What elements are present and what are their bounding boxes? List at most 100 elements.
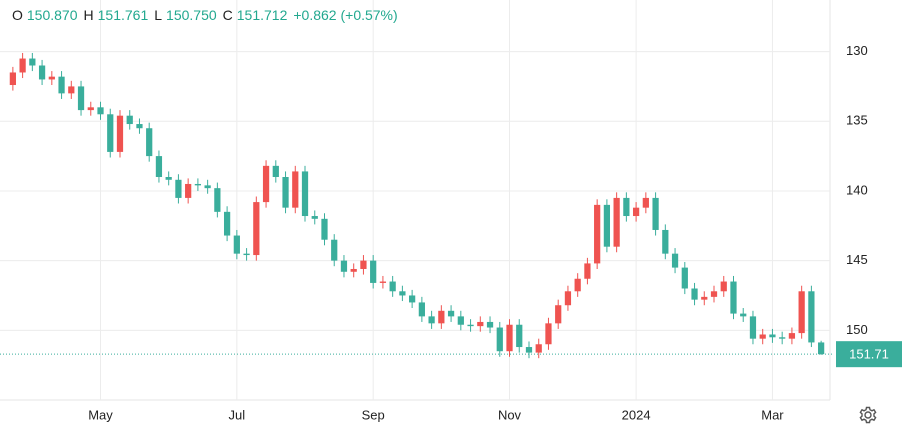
candle-body (233, 235, 240, 254)
candle-body (486, 321, 494, 328)
candle-body (710, 291, 718, 297)
candle-body (798, 291, 805, 334)
candle-body (759, 334, 766, 339)
candle-body (496, 327, 503, 352)
candle-body (389, 281, 396, 292)
candle-body (535, 344, 542, 353)
x-tick-label: Sep (362, 407, 385, 422)
candle-body (9, 72, 16, 86)
candle-body (155, 156, 163, 178)
candle-body (107, 114, 114, 152)
y-tick-label: 145 (846, 252, 868, 267)
settings-icon-gear[interactable] (859, 406, 877, 424)
candle-body (58, 76, 65, 94)
x-tick-label: Mar (761, 407, 784, 422)
ohlc-legend: O 150.870 H 151.761 L 150.750 C 151.712 +0.862 (… (12, 7, 404, 23)
candle-body (545, 323, 552, 345)
candle-body (340, 260, 348, 272)
candle-body (418, 302, 425, 317)
candle-body (175, 179, 182, 198)
candle-body (555, 305, 562, 324)
candle-body (331, 239, 338, 261)
candle-body (350, 268, 357, 272)
candle-body (447, 310, 455, 317)
candle-body (730, 281, 737, 314)
ohlc-key: L (154, 7, 163, 23)
candle-body (223, 211, 231, 236)
candle-body (671, 253, 679, 268)
candle-body (457, 316, 464, 325)
candle-body (126, 115, 133, 125)
candle-body (574, 278, 581, 292)
candle-body (740, 313, 747, 317)
y-tick-label: 140 (846, 182, 868, 197)
candle-body (116, 115, 124, 152)
candle-body (370, 260, 377, 283)
x-tick-label: 2024 (622, 407, 651, 422)
x-tick-label: Jul (229, 407, 246, 422)
candle-body (632, 207, 640, 217)
candle-body (87, 107, 94, 111)
candle-body (662, 229, 669, 254)
x-tick-label: Nov (498, 407, 522, 422)
candle-body (594, 204, 601, 264)
candle-body (623, 197, 630, 217)
candle-body (818, 342, 825, 355)
candle-body (165, 177, 172, 180)
candle-body (603, 204, 611, 247)
candle-body (194, 183, 202, 186)
candle-body (311, 216, 318, 219)
candle-body (379, 281, 387, 283)
candle-body (77, 86, 85, 111)
candle-body (691, 288, 698, 300)
ohlc-value: 151.761 (97, 7, 149, 23)
candle-body (204, 185, 211, 189)
last-price-box (836, 341, 902, 368)
candle-body (409, 295, 416, 303)
candle-body (701, 296, 708, 300)
candle-body (681, 267, 688, 289)
candle-body (136, 124, 143, 129)
ohlc-key: O (12, 7, 23, 23)
candle-body (564, 291, 572, 306)
candle-body (146, 128, 153, 157)
ohlc-value: 150.870 (26, 7, 78, 23)
candle-body (808, 291, 815, 343)
candle-body (360, 260, 367, 269)
candle-body (788, 333, 796, 339)
candle-body (214, 188, 221, 212)
candle-body (301, 171, 309, 217)
grid (0, 0, 830, 400)
candle-body (467, 324, 474, 327)
y-tick-label: 135 (846, 113, 868, 128)
candle-body (243, 253, 250, 256)
candle-body (506, 324, 513, 352)
ohlc-key: H (83, 7, 94, 23)
candle-body (253, 202, 260, 256)
candle-body (749, 316, 757, 339)
y-tick-label: 150 (846, 322, 868, 337)
candle-body (720, 281, 727, 292)
candle-body (399, 291, 406, 296)
candle-body (477, 321, 484, 327)
candle-body (97, 107, 104, 115)
candle-body (272, 165, 279, 178)
ohlc-value: 151.712 (236, 7, 288, 23)
settings-icon[interactable] (859, 406, 877, 424)
candle-body (516, 324, 523, 348)
settings-icon-center[interactable] (864, 411, 872, 419)
candle-body (282, 177, 289, 208)
candle-body (19, 58, 26, 73)
ohlc-key: C (222, 7, 233, 23)
candle-body (185, 183, 192, 198)
candle-body (48, 76, 55, 80)
candle-body (652, 197, 659, 230)
candle-body (292, 171, 299, 208)
candle-body (428, 316, 435, 324)
candle-body (584, 263, 591, 279)
last-price-label: 151.71 (849, 347, 889, 362)
candle-body (438, 310, 445, 324)
candle-body (642, 197, 649, 208)
